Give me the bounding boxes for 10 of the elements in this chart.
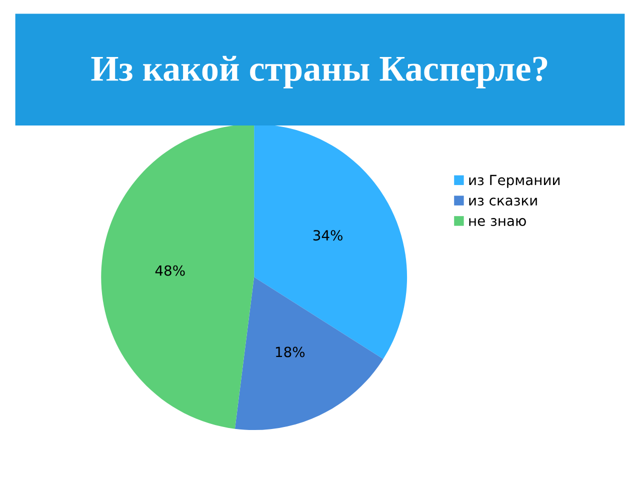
chart-title: Из какой страны Касперле?	[91, 56, 548, 88]
data-label: 18%	[276, 346, 305, 358]
pie-slice	[234, 277, 384, 430]
legend-label: не знаю	[469, 218, 526, 226]
data-label: 34%	[313, 230, 342, 241]
legend-label: из сказки	[469, 198, 537, 206]
pie-slice	[101, 124, 254, 429]
legend-label: из Германии	[469, 174, 560, 188]
pie-slice	[254, 124, 408, 360]
data-label: 48%	[155, 265, 185, 276]
